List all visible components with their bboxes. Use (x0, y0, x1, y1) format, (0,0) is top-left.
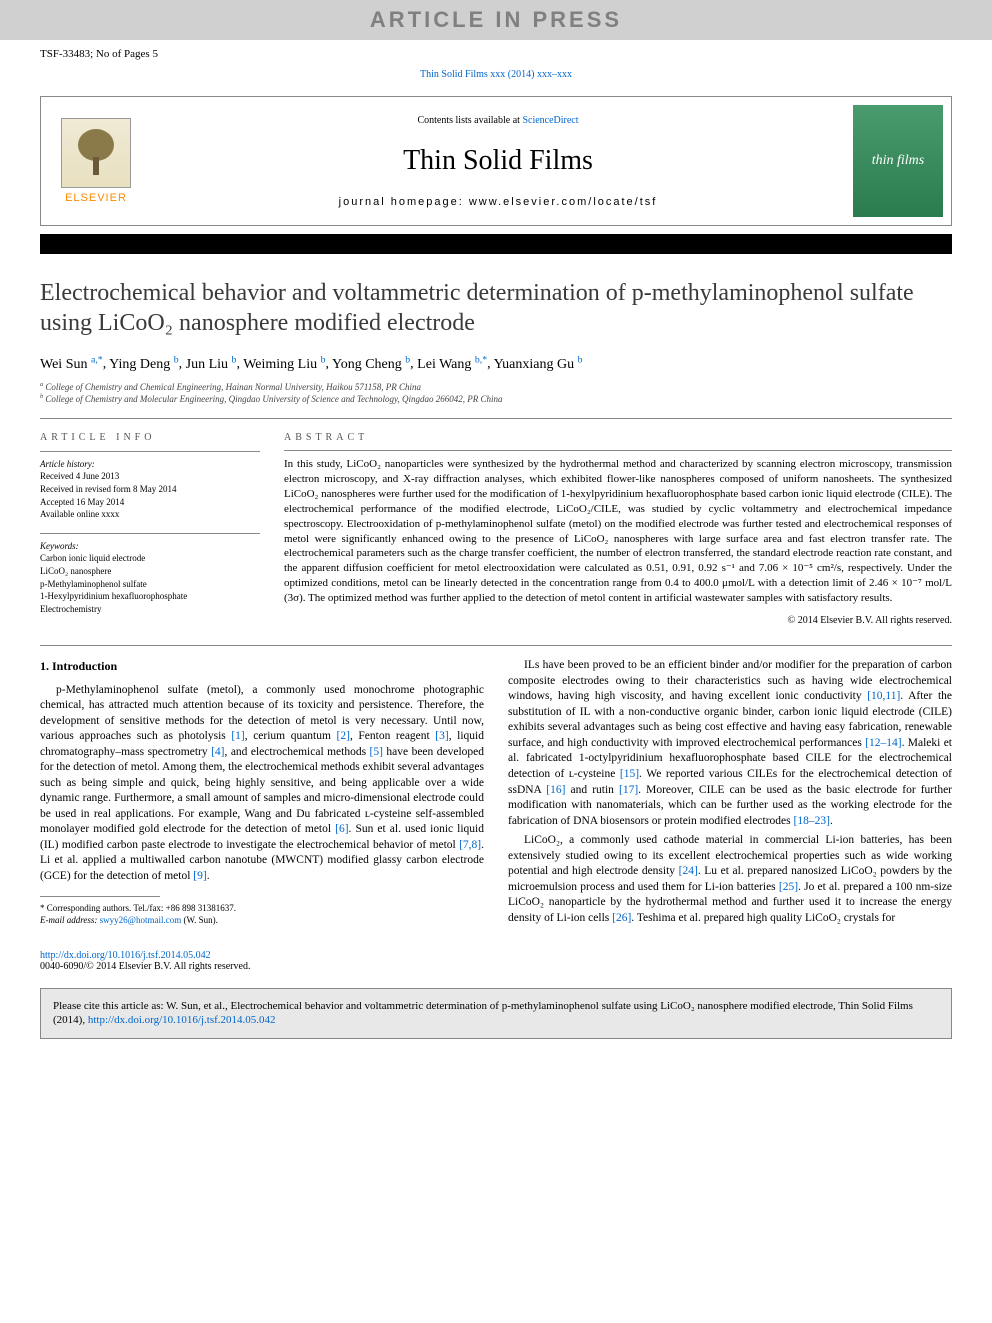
intro-para-2: ILs have been proved to be an efficient … (508, 658, 952, 829)
header-center: Contents lists available at ScienceDirec… (151, 97, 845, 225)
info-abstract-row: ARTICLE INFO Article history: Received 4… (0, 419, 992, 646)
author: Yong Cheng b (332, 357, 410, 372)
black-divider-bar (40, 234, 952, 254)
corresponding-footnote: * Corresponding authors. Tel./fax: +86 8… (40, 903, 484, 926)
doc-id: TSF-33483; No of Pages 5 (40, 48, 158, 60)
ref-link[interactable]: [15] (620, 768, 639, 780)
article-title: Electrochemical behavior and voltammetri… (0, 254, 992, 346)
keyword-item: 1-Hexylpyridinium hexafluorophosphate (40, 590, 260, 603)
body-left-column: 1. Introduction p-Methylaminophenol sulf… (40, 658, 484, 930)
issn-copyright: 0040-6090/© 2014 Elsevier B.V. All right… (40, 961, 952, 972)
contents-prefix: Contents lists available at (417, 115, 522, 126)
ref-link[interactable]: [2] (337, 730, 350, 742)
author: Yuanxiang Gu b (494, 357, 583, 372)
doi-block: http://dx.doi.org/10.1016/j.tsf.2014.05.… (0, 942, 992, 980)
affiliation: a College of Chemistry and Chemical Engi… (40, 381, 952, 394)
elsevier-tree-icon (61, 118, 131, 188)
journal-homepage: journal homepage: www.elsevier.com/locat… (339, 196, 658, 208)
journal-cover-thumbnail: thin films (853, 105, 943, 217)
intro-para-1: p-Methylaminophenol sulfate (metol), a c… (40, 683, 484, 885)
ref-link[interactable]: [16] (546, 784, 565, 796)
authors-line: Wei Sun a,*, Ying Deng b, Jun Liu b, Wei… (0, 346, 992, 381)
ref-link[interactable]: [18–23] (794, 815, 830, 827)
cover-text: thin films (872, 153, 925, 169)
doc-id-row: TSF-33483; No of Pages 5 (0, 40, 992, 64)
author: Lei Wang b,* (417, 357, 487, 372)
author: Weiming Liu b (243, 357, 325, 372)
article-in-press-banner: ARTICLE IN PRESS (0, 0, 992, 40)
ref-link[interactable]: [7,8] (459, 839, 481, 851)
footnote-separator (40, 896, 160, 897)
contents-list-line: Contents lists available at ScienceDirec… (417, 115, 578, 126)
journal-reference[interactable]: Thin Solid Films xxx (2014) xxx–xxx (420, 69, 572, 80)
publisher-logo-block: ELSEVIER (41, 97, 151, 225)
body-right-column: ILs have been proved to be an efficient … (508, 658, 952, 930)
article-history: Article history: Received 4 June 2013Rec… (40, 458, 260, 521)
keyword-item: p-Methylaminophenol sulfate (40, 578, 260, 591)
author: Wei Sun a,* (40, 357, 103, 372)
history-item: Received in revised form 8 May 2014 (40, 483, 260, 496)
keywords-label: Keywords: (40, 540, 260, 553)
email-label: E-mail address: (40, 915, 100, 925)
homepage-url[interactable]: www.elsevier.com/locate/tsf (469, 196, 658, 208)
article-info-column: ARTICLE INFO Article history: Received 4… (40, 431, 260, 628)
ref-link[interactable]: [1] (231, 730, 244, 742)
email-link[interactable]: swyy26@hotmail.com (100, 915, 182, 925)
abstract-column: ABSTRACT In this study, LiCoO₂ nanoparti… (284, 431, 952, 628)
history-item: Available online xxxx (40, 508, 260, 521)
email-suffix: (W. Sun). (181, 915, 218, 925)
history-item: Accepted 16 May 2014 (40, 496, 260, 509)
intro-para-3: LiCoO₂, a commonly used cathode material… (508, 833, 952, 926)
keywords-block: Keywords: Carbon ionic liquid electrodeL… (40, 540, 260, 616)
section-heading-intro: 1. Introduction (40, 658, 484, 674)
history-label: Article history: (40, 458, 260, 471)
journal-name: Thin Solid Films (403, 145, 593, 177)
keyword-item: LiCoO₂ nanosphere (40, 565, 260, 578)
ref-link[interactable]: [26] (612, 912, 631, 924)
ref-link[interactable]: [24] (679, 865, 698, 877)
corr-line: * Corresponding authors. Tel./fax: +86 8… (40, 903, 484, 915)
ref-link[interactable]: [4] (211, 746, 224, 758)
citation-box: Please cite this article as: W. Sun, et … (40, 988, 952, 1039)
abstract-copyright: © 2014 Elsevier B.V. All rights reserved… (284, 614, 952, 628)
history-item: Received 4 June 2013 (40, 470, 260, 483)
ref-link[interactable]: [5] (370, 746, 383, 758)
article-info-label: ARTICLE INFO (40, 431, 260, 445)
author: Ying Deng b (109, 357, 178, 372)
affiliations: a College of Chemistry and Chemical Engi… (0, 381, 992, 418)
abstract-label: ABSTRACT (284, 431, 952, 445)
keyword-item: Electrochemistry (40, 603, 260, 616)
ref-link[interactable]: [9] (193, 870, 206, 882)
ref-link[interactable]: [6] (335, 823, 348, 835)
publisher-name: ELSEVIER (65, 192, 127, 204)
ref-link[interactable]: [17] (619, 784, 638, 796)
homepage-prefix: journal homepage: (339, 196, 469, 208)
ref-link[interactable]: [25] (779, 881, 798, 893)
journal-header-box: ELSEVIER Contents lists available at Sci… (40, 96, 952, 226)
keyword-item: Carbon ionic liquid electrode (40, 552, 260, 565)
ref-link[interactable]: [3] (435, 730, 448, 742)
ref-link[interactable]: [12–14] (865, 737, 901, 749)
author: Jun Liu b (186, 357, 237, 372)
affiliation: b College of Chemistry and Molecular Eng… (40, 393, 952, 406)
abstract-text: In this study, LiCoO₂ nanoparticles were… (284, 457, 952, 605)
ref-link[interactable]: [10,11] (867, 690, 900, 702)
sciencedirect-link[interactable]: ScienceDirect (522, 115, 578, 126)
body-columns: 1. Introduction p-Methylaminophenol sulf… (0, 646, 992, 942)
citation-doi-link[interactable]: http://dx.doi.org/10.1016/j.tsf.2014.05.… (88, 1014, 276, 1026)
doi-link[interactable]: http://dx.doi.org/10.1016/j.tsf.2014.05.… (40, 950, 211, 961)
